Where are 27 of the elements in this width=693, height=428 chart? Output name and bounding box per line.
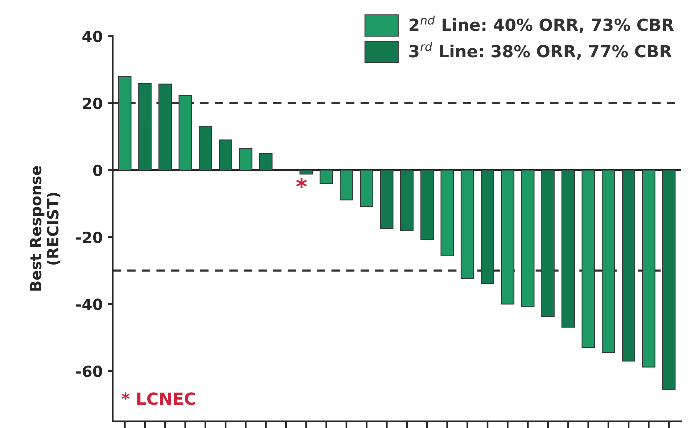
bar xyxy=(562,170,576,328)
bar xyxy=(239,148,253,171)
bar xyxy=(622,170,636,362)
annotation: * xyxy=(296,178,308,188)
bar xyxy=(440,170,454,257)
bar xyxy=(138,84,152,171)
bar xyxy=(320,170,334,184)
y-tick-label: -40 xyxy=(76,298,103,310)
y-tick-label: -20 xyxy=(76,232,103,244)
bar xyxy=(259,154,273,171)
bar xyxy=(219,140,232,171)
legend-label: 2$^{nd}$ Line: 40% ORR, 73% CBR xyxy=(410,16,674,34)
legend-label: 3$^{rd}$ Line: 38% ORR, 77% CBR xyxy=(410,42,672,60)
bar xyxy=(380,170,394,230)
bar xyxy=(460,170,474,279)
bar xyxy=(340,170,354,201)
y-axis-title: Best Response (RECIST) xyxy=(30,166,61,291)
y-tick-label: 20 xyxy=(83,98,103,110)
bar xyxy=(300,170,314,175)
annotation: * LCNEC xyxy=(122,392,196,406)
y-tick-label: 0 xyxy=(93,164,103,176)
y-tick-label: -60 xyxy=(76,366,103,378)
bar xyxy=(420,170,434,240)
y-tick-label: 40 xyxy=(82,30,103,42)
bar xyxy=(400,170,414,232)
bar xyxy=(360,170,374,207)
bar xyxy=(198,126,212,171)
